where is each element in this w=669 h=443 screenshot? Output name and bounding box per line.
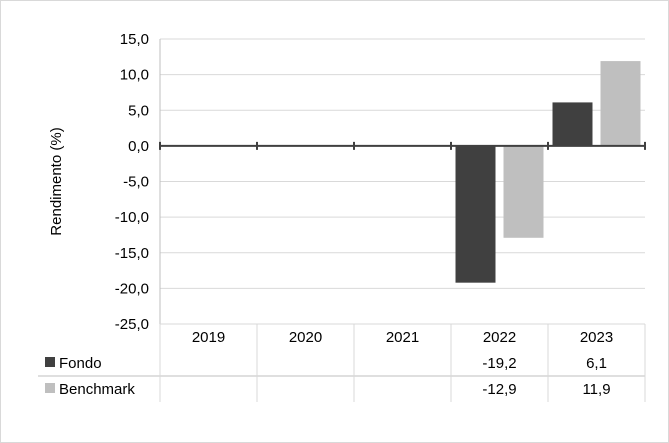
legend-label-benchmark: Benchmark: [59, 381, 135, 398]
legend-label-fondo: Fondo: [59, 355, 102, 372]
bar-benchmark: [503, 145, 544, 238]
y-tick-label: 10,0: [120, 67, 149, 84]
y-tick-label: -20,0: [115, 280, 149, 297]
data-label: 11,9: [582, 381, 610, 398]
bar-fondo: [552, 102, 593, 146]
y-tick-label: -25,0: [115, 316, 149, 333]
x-tick-label: 2023: [580, 329, 613, 346]
x-tick-label: 2019: [192, 329, 225, 346]
data-label: -12,9: [482, 381, 516, 398]
y-axis-label: Rendimento (%): [48, 127, 65, 235]
x-tick-label: 2020: [289, 329, 322, 346]
y-tick-label: 0,0: [128, 138, 149, 155]
y-tick-label: 5,0: [128, 102, 149, 119]
legend-swatch-fondo: [45, 357, 55, 367]
y-tick-label: 15,0: [120, 31, 149, 48]
y-tick-label: -15,0: [115, 245, 149, 262]
data-label: 6,1: [586, 355, 607, 372]
x-tick-label: 2021: [386, 329, 419, 346]
y-tick-label: -10,0: [115, 209, 149, 226]
bar-benchmark: [600, 61, 641, 146]
legend-swatch-benchmark: [45, 383, 55, 393]
y-tick-label: -5,0: [123, 174, 149, 191]
x-tick-label: 2022: [483, 329, 516, 346]
bar-fondo: [455, 145, 496, 283]
data-label: -19,2: [482, 355, 516, 372]
